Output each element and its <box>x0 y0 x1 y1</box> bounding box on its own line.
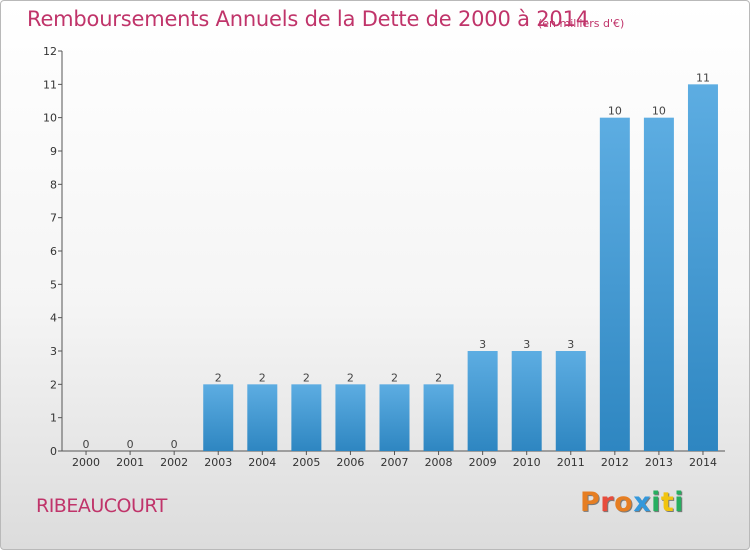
y-tick-label: 9 <box>50 145 57 158</box>
x-tick-label: 2009 <box>469 456 497 469</box>
logo-letter: i <box>674 487 685 518</box>
bar <box>203 384 234 451</box>
data-label: 3 <box>523 338 530 351</box>
data-label: 2 <box>215 371 222 384</box>
bar <box>555 351 586 451</box>
chart-title: Remboursements Annuels de la Dette de 20… <box>27 7 589 31</box>
bar <box>467 351 498 451</box>
logo-letter: i <box>651 487 661 518</box>
logo-letter: o <box>614 487 634 518</box>
x-tick-label: 2014 <box>689 456 717 469</box>
y-tick-label: 10 <box>43 112 57 125</box>
x-tick-label: 2012 <box>601 456 629 469</box>
x-tick-label: 2011 <box>557 456 585 469</box>
logo-letter: t <box>660 487 675 518</box>
x-tick-label: 2000 <box>72 456 100 469</box>
x-tick-label: 2005 <box>292 456 320 469</box>
bar <box>643 117 674 452</box>
data-label: 10 <box>652 105 666 118</box>
y-tick-label: 11 <box>43 78 57 91</box>
bar <box>247 384 278 451</box>
x-tick-label: 2006 <box>336 456 364 469</box>
bar <box>511 351 542 451</box>
bar <box>599 117 630 452</box>
y-tick-label: 8 <box>50 178 57 191</box>
bar <box>291 384 322 451</box>
bar <box>379 384 410 451</box>
x-tick-label: 2002 <box>160 456 188 469</box>
y-tick-label: 12 <box>43 45 57 58</box>
x-tick-label: 2010 <box>513 456 541 469</box>
data-label: 2 <box>435 371 442 384</box>
x-tick-label: 2001 <box>116 456 144 469</box>
y-tick-label: 2 <box>50 378 57 391</box>
proxiti-logo: Proxiti <box>580 487 684 518</box>
data-label: 0 <box>171 438 178 451</box>
x-tick-label: 2003 <box>204 456 232 469</box>
x-tick-label: 2013 <box>645 456 673 469</box>
chart-subtitle: (en milliers d'€) <box>538 17 625 30</box>
commune-name: RIBEAUCOURT <box>36 495 167 517</box>
y-tick-label: 4 <box>50 312 57 325</box>
data-label: 2 <box>391 371 398 384</box>
logo-letter: x <box>633 487 652 518</box>
y-tick-label: 6 <box>50 245 57 258</box>
bar <box>423 384 454 451</box>
data-label: 11 <box>696 71 710 84</box>
bar <box>335 384 366 451</box>
bar <box>687 84 718 451</box>
logo-letter: P <box>580 487 601 518</box>
data-label: 2 <box>347 371 354 384</box>
data-label: 2 <box>303 371 310 384</box>
data-label: 0 <box>83 438 90 451</box>
data-label: 3 <box>479 338 486 351</box>
y-tick-label: 7 <box>50 212 57 225</box>
data-label: 0 <box>127 438 134 451</box>
x-tick-label: 2007 <box>381 456 409 469</box>
y-tick-label: 0 <box>50 445 57 458</box>
logo-letter: r <box>600 487 615 518</box>
data-label: 2 <box>259 371 266 384</box>
y-tick-label: 3 <box>50 345 57 358</box>
data-label: 10 <box>608 105 622 118</box>
y-tick-label: 5 <box>50 278 57 291</box>
y-tick-label: 1 <box>50 412 57 425</box>
x-tick-label: 2008 <box>425 456 453 469</box>
x-tick-label: 2004 <box>248 456 276 469</box>
data-label: 3 <box>567 338 574 351</box>
